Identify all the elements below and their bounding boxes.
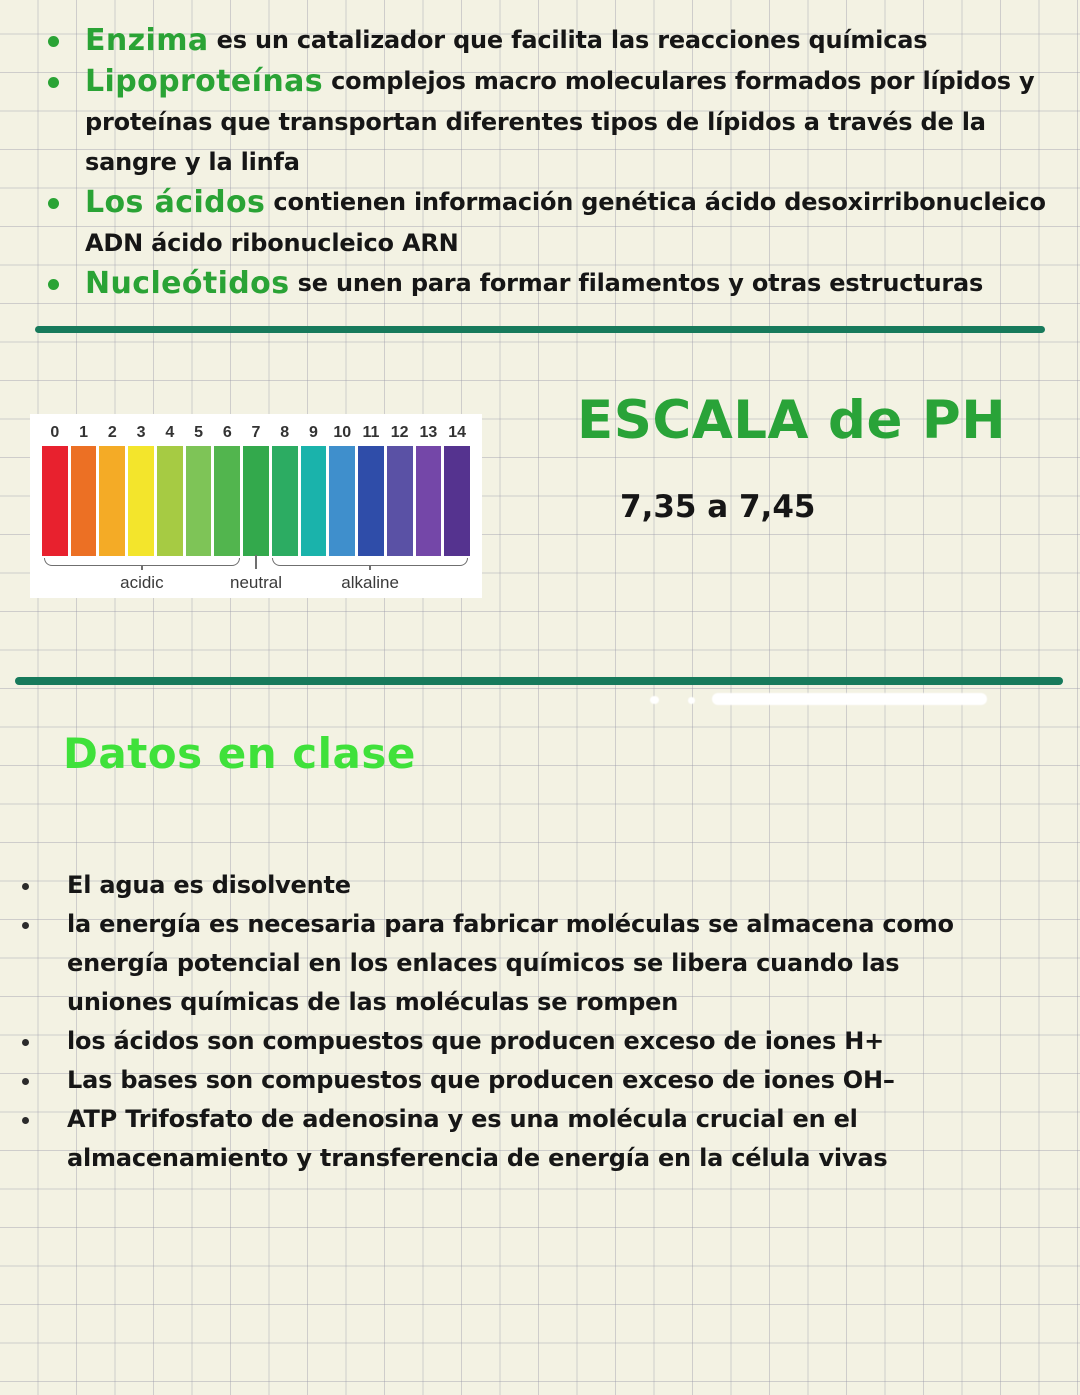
ph-tick-label: 0 [50, 424, 60, 441]
bullet-column [20, 1022, 67, 1046]
definition-text: Enzima es un catalizador que facilita la… [85, 20, 928, 61]
note-item: los ácidos son compuestos que producen e… [20, 1022, 1005, 1061]
bullet-dot [22, 1117, 29, 1124]
definitions-list: Enzima es un catalizador que facilita la… [48, 20, 1048, 304]
ph-color-bar [128, 446, 154, 556]
bullet-dot [48, 36, 59, 47]
note-text: El agua es disolvente [67, 871, 351, 899]
notes-list: El agua es disolvente la energía es neces… [20, 866, 1005, 1178]
zone-label: acidic [120, 573, 164, 592]
note-item: la energía es necesaria para fabricar mo… [20, 905, 1005, 1022]
ph-color-bar [386, 446, 413, 556]
ph-color-bar [444, 446, 471, 556]
ph-tick-label: 7 [251, 424, 261, 441]
definition-body: se unen para formar filamentos y otras e… [289, 269, 984, 297]
ph-tick-label: 13 [419, 424, 438, 441]
ph-numbers: 0 1 2 3 4 5 6 7 8 9 10 11 12 13 14 [42, 420, 470, 446]
note-item: El agua es disolvente [20, 866, 1005, 905]
bullet-dot [48, 279, 59, 290]
white-smudge-dot [650, 696, 659, 704]
definition-term: Enzima [85, 23, 209, 58]
ph-section-title: ESCALA de PH [577, 390, 1007, 451]
bullet-dot [22, 883, 29, 890]
bullet-dot [22, 1078, 29, 1085]
white-smudge-dot [688, 697, 695, 704]
divider-line-middle [15, 677, 1063, 685]
ph-color-bar [329, 446, 356, 556]
ph-tick-label: 5 [194, 424, 203, 441]
definition-item: Los ácidos contienen información genétic… [48, 182, 1048, 263]
notes-heading: Datos en clase [63, 729, 416, 778]
ph-tick-label: 6 [222, 424, 232, 441]
definition-item: Nucleótidos se unen para formar filament… [48, 263, 1048, 304]
definition-text: Los ácidos contienen información genétic… [85, 182, 1048, 263]
ph-color-bar [99, 446, 126, 556]
definition-term: Los ácidos [85, 185, 266, 220]
zone-tick [255, 555, 257, 569]
divider-line-top [35, 326, 1045, 333]
definition-body: contienen información genética ácido des… [85, 188, 1046, 257]
zone-label: neutral [230, 573, 282, 592]
note-text: los ácidos son compuestos que producen e… [67, 1027, 885, 1055]
bullet-column [20, 1100, 67, 1124]
zone-brace [43, 558, 240, 566]
ph-tick-label: 14 [448, 424, 467, 441]
ph-color-bar [358, 446, 384, 556]
ph-zone-labels: acidic neutral alkaline [42, 573, 470, 597]
ph-color-bar [156, 446, 183, 556]
ph-bars [42, 446, 471, 556]
ph-tick-label: 4 [165, 424, 175, 441]
definition-term: Nucleótidos [85, 266, 290, 301]
note-item: ATP Trifosfato de adenosina y es una mol… [20, 1100, 1005, 1178]
ph-tick-label: 10 [333, 424, 352, 441]
ph-tick-label: 8 [280, 424, 290, 441]
ph-color-bar [300, 446, 327, 556]
note-text: la energía es necesaria para fabricar mo… [67, 910, 954, 1016]
ph-color-bar [70, 446, 97, 556]
ph-tick-label: 9 [309, 424, 318, 441]
bullet-column [48, 182, 85, 209]
bullet-dot [22, 922, 29, 929]
ph-scale-image: 0 1 2 3 4 5 6 7 8 9 10 11 12 13 14 acidic neutral alkali… [30, 414, 482, 598]
ph-tick-label: 11 [362, 424, 380, 441]
zone-label: alkaline [341, 573, 399, 592]
note-item: Las bases son compuestos que producen ex… [20, 1061, 1005, 1100]
note-text: ATP Trifosfato de adenosina y es una mol… [67, 1105, 888, 1172]
bullet-dot [48, 77, 59, 88]
ph-color-bar [214, 446, 241, 556]
bullet-column [20, 866, 67, 890]
bullet-column [20, 905, 67, 929]
definition-item: Enzima es un catalizador que facilita la… [48, 20, 1048, 61]
ph-tick-label: 1 [79, 424, 89, 441]
definition-body: complejos macro moleculares formados por… [85, 67, 1035, 176]
ph-color-bar [271, 446, 298, 556]
bullet-column [48, 61, 85, 88]
white-smudge [712, 693, 987, 705]
zone-brace [271, 558, 469, 566]
bullet-dot [48, 198, 59, 209]
ph-tick-label: 2 [107, 424, 117, 441]
ph-zones [42, 555, 470, 570]
bullet-column [48, 20, 85, 47]
definition-text: Nucleótidos se unen para formar filament… [85, 263, 983, 304]
definition-body: es un catalizador que facilita las reacc… [208, 26, 928, 54]
ph-tick-label: 12 [390, 424, 409, 441]
definition-text: Lipoproteínas complejos macro moleculare… [85, 61, 1048, 182]
bullet-dot [22, 1039, 29, 1046]
bullet-column [48, 263, 85, 290]
ph-color-bar [415, 446, 442, 556]
ph-range-note: 7,35 a 7,45 [620, 489, 816, 525]
ph-color-bar [243, 446, 269, 556]
definition-item: Lipoproteínas complejos macro moleculare… [48, 61, 1048, 182]
ph-color-bar [185, 446, 212, 556]
note-text: Las bases son compuestos que producen ex… [67, 1066, 895, 1094]
definition-term: Lipoproteínas [85, 64, 323, 99]
ph-color-bar [42, 446, 68, 556]
ph-tick-label: 3 [136, 424, 146, 441]
bullet-column [20, 1061, 67, 1085]
